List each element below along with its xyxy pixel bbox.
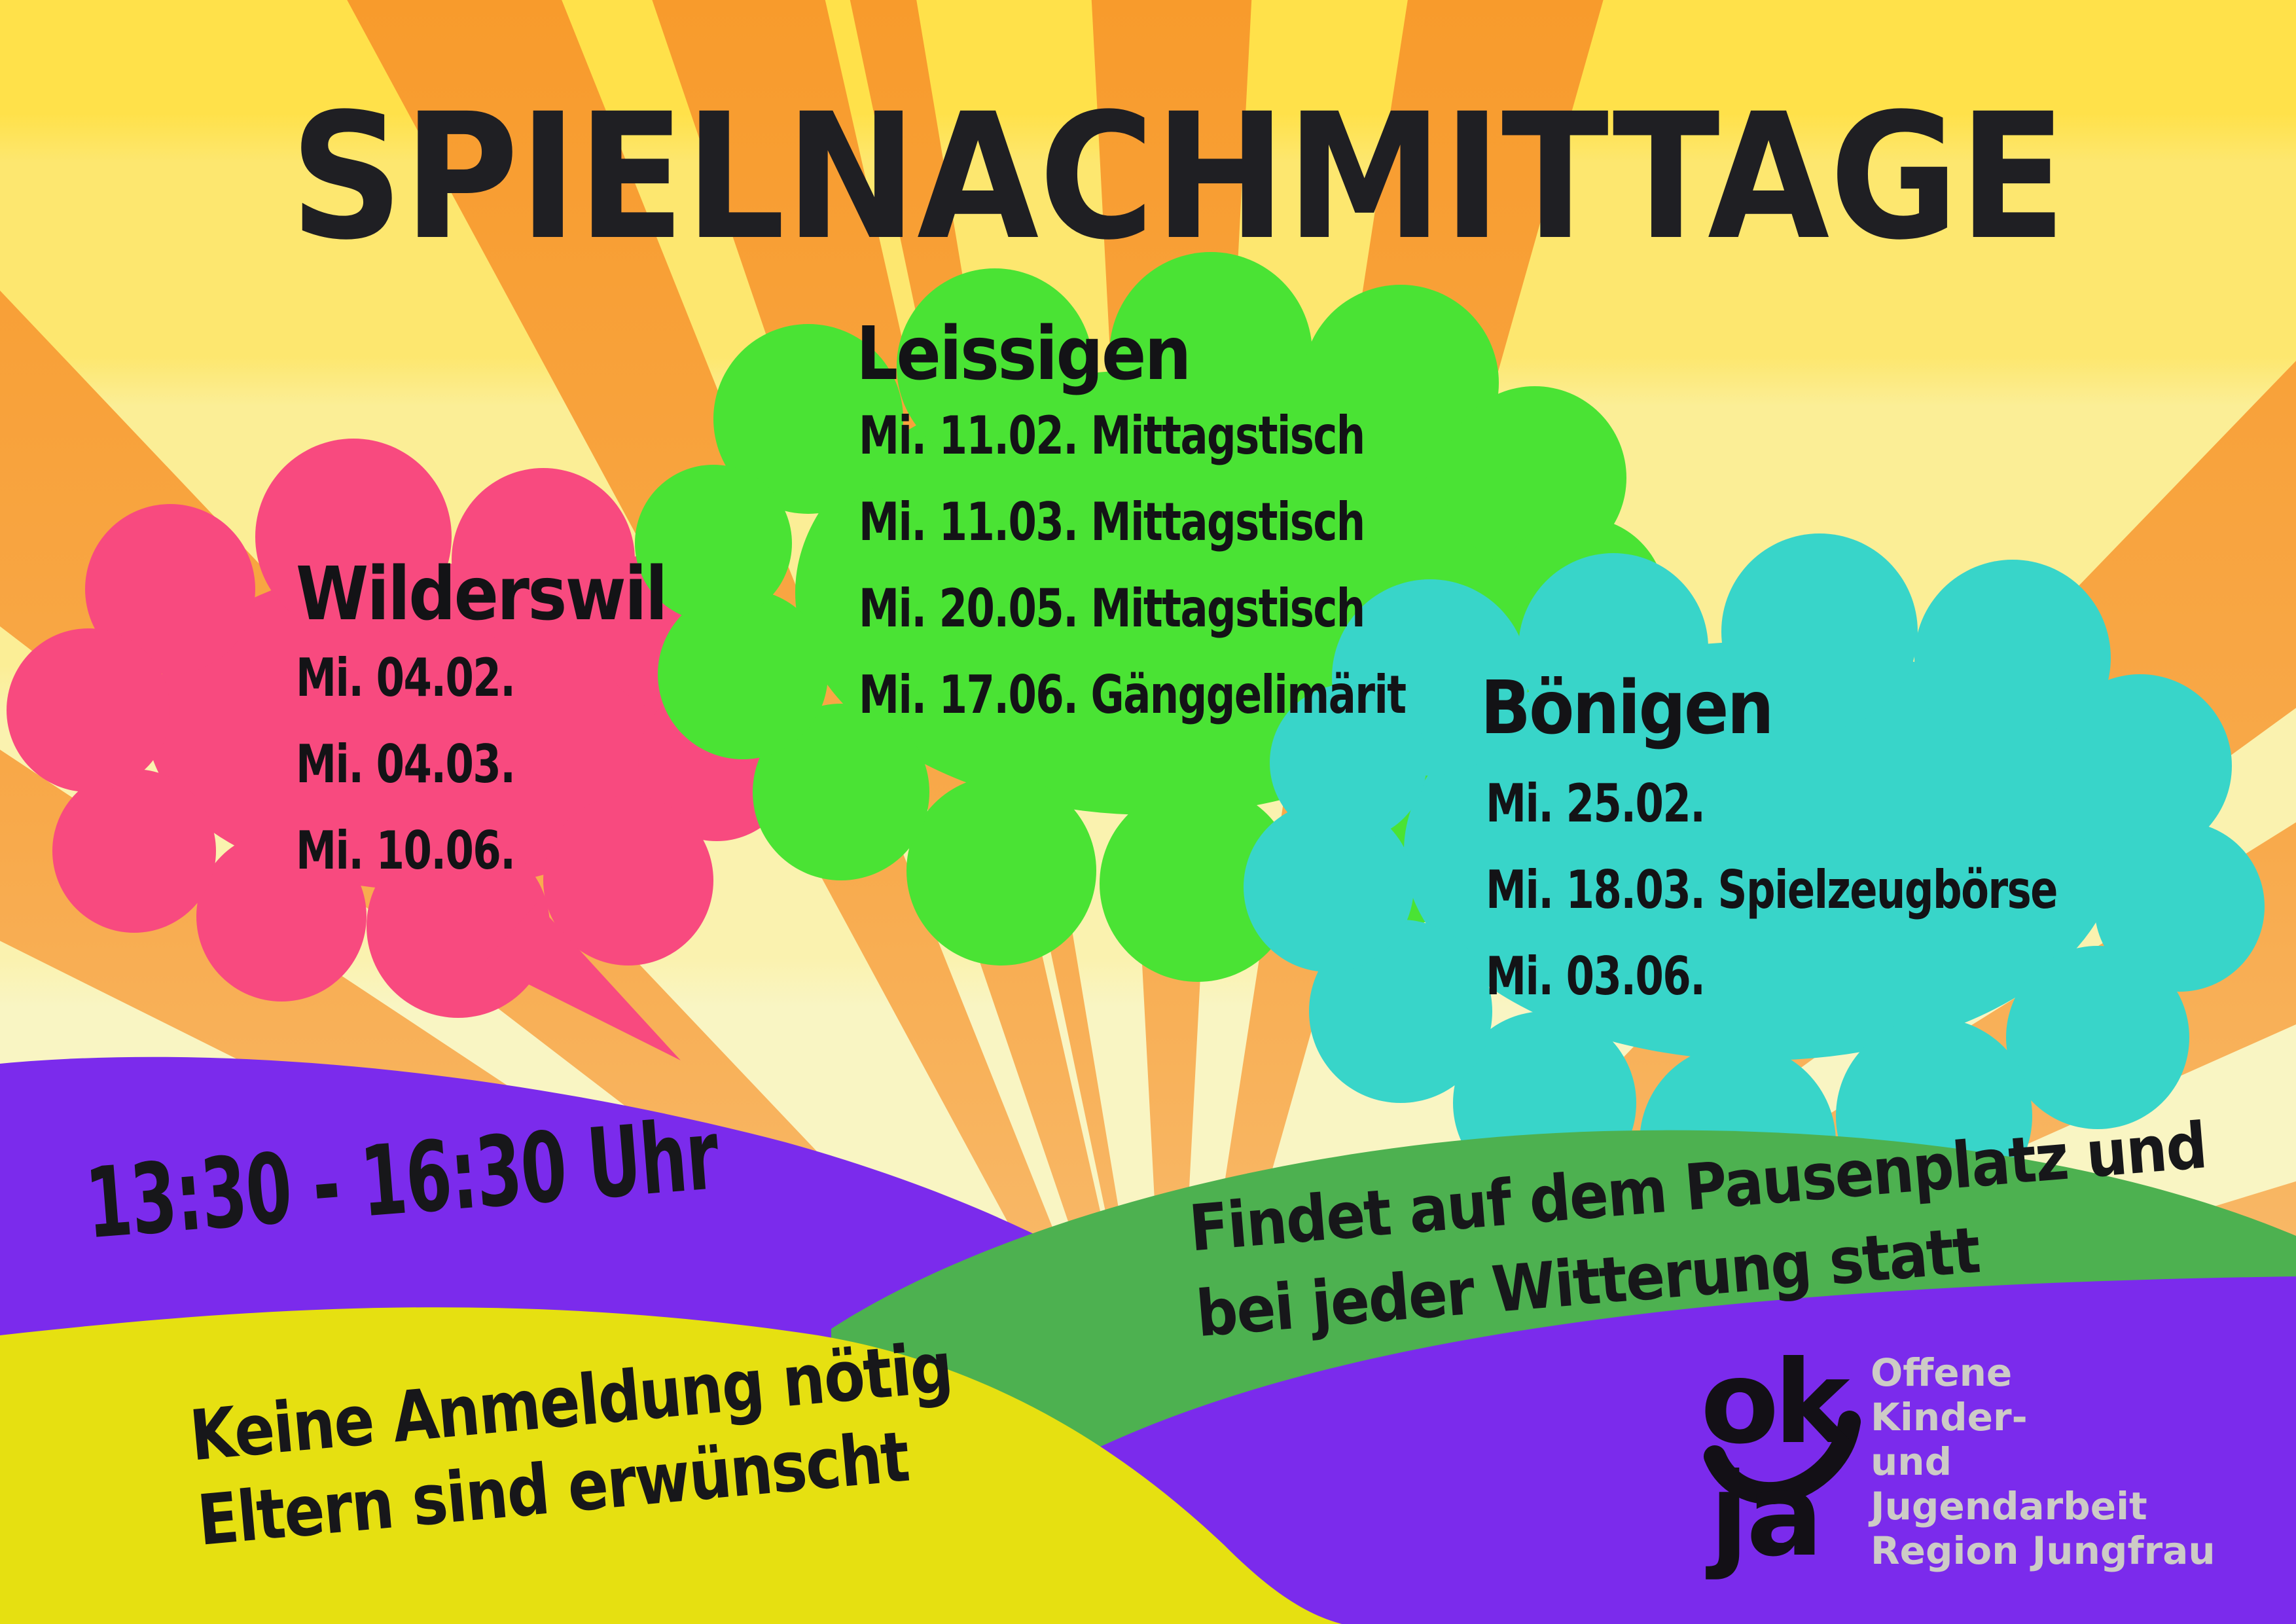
logo-ok-text: ok <box>1700 1337 1850 1470</box>
org-name-line: Kinder- <box>1871 1395 2028 1439</box>
org-name-line: Region Jungfrau <box>1871 1528 2215 1573</box>
location-title-leissigen: Leissigen <box>856 312 1191 397</box>
location-title-boenigen: Bönigen <box>1480 666 1774 751</box>
date-line: Mi. 11.03. Mittagstisch <box>859 492 1365 552</box>
date-line: Mi. 18.03. Spielzeugbörse <box>1486 859 2058 920</box>
date-line: Mi. 10.06. <box>296 820 516 881</box>
title-banner: SPIELNACHMITTAGE <box>290 77 2066 278</box>
org-name-line: Offene <box>1871 1350 2013 1395</box>
date-line: Mi. 04.03. <box>296 734 516 795</box>
organization-name: Offene Kinder- und Jugendarbeit Region J… <box>1871 1350 2215 1573</box>
location-dates-boenigen: Mi. 25.02. Mi. 18.03. Spielzeugbörse Mi.… <box>1486 761 2058 1020</box>
logo-smile-icon <box>1704 1411 1861 1505</box>
date-line: Mi. 25.02. <box>1486 773 1706 834</box>
org-name-line: Jugendarbeit <box>1871 1484 2147 1528</box>
cloud-wilderswil <box>7 439 795 1060</box>
logo-ja-text: ja <box>1710 1449 1823 1582</box>
date-line: Mi. 11.02. Mittagstisch <box>859 405 1365 466</box>
location-dates-wilderswil: Mi. 04.02. Mi. 04.03. Mi. 10.06. <box>296 635 516 894</box>
hill-purple-right <box>1067 1276 2296 1624</box>
date-line: Mi. 03.06. <box>1486 946 1706 1007</box>
date-line: Mi. 20.05. Mittagstisch <box>859 578 1365 639</box>
location-title-wilderswil: Wilderswil <box>296 552 668 637</box>
hill-yellow <box>0 1307 1342 1624</box>
org-name-line: und <box>1871 1439 1952 1484</box>
location-dates-leissigen: Mi. 11.02. Mittagstisch Mi. 11.03. Mitta… <box>859 393 1407 738</box>
date-line: Mi. 17.06. Gänggelimärit <box>859 664 1407 725</box>
poster-title: SPIELNACHMITTAGE <box>290 77 2066 278</box>
date-line: Mi. 04.02. <box>296 647 516 708</box>
sun-ray <box>1172 822 2296 1525</box>
sun-ray <box>347 0 1172 1525</box>
